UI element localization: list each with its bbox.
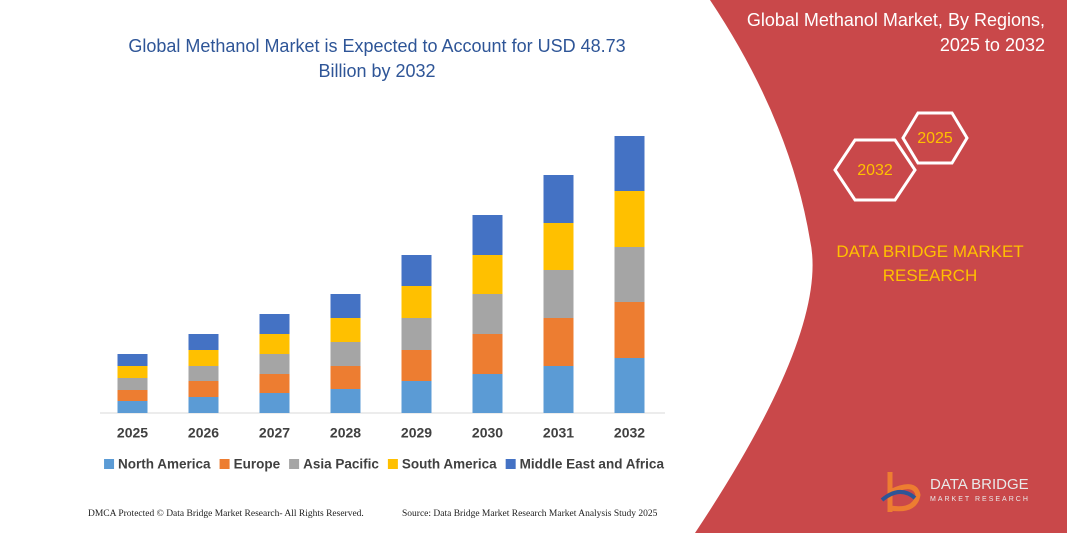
x-tick-label: 2026 <box>188 425 219 441</box>
x-tick-label: 2027 <box>259 425 290 441</box>
bar-segment <box>472 215 503 255</box>
legend-swatch <box>505 459 516 469</box>
bar-segment <box>330 294 361 318</box>
bar-segment <box>330 389 361 413</box>
bar-segment <box>259 314 290 334</box>
bar-segment <box>259 374 290 393</box>
logo-icon <box>887 472 921 512</box>
bar-segment <box>117 366 148 378</box>
bar-segment <box>259 334 290 354</box>
bar-segment <box>543 270 574 318</box>
bar-segment <box>188 334 219 350</box>
bar-segment <box>188 366 219 381</box>
bar-segment <box>401 318 432 350</box>
legend-swatch <box>104 459 115 469</box>
legend-label: Middle East and Africa <box>520 457 665 472</box>
legend-swatch <box>219 459 230 469</box>
hex-label: 2025 <box>917 130 953 147</box>
hexagon <box>833 138 917 202</box>
bar-segment <box>330 318 361 342</box>
bar-segment <box>401 255 432 286</box>
legend-label: South America <box>402 457 497 472</box>
hexagon <box>901 111 969 165</box>
logo-name: DATA BRIDGE <box>930 476 1029 493</box>
plot: 2025 2026 2027 2028 2029 2030 2031 2032 North Am… <box>104 136 664 472</box>
bar-segment <box>614 191 645 247</box>
bar-segment <box>543 318 574 366</box>
side-panel <box>695 0 1067 533</box>
legend: North America Europe Asia Pacific South Ame… <box>104 457 664 472</box>
chart-title: Global Methanol Market is Expected to Ac… <box>128 36 626 81</box>
logo-icon <box>880 490 917 502</box>
bar-segment <box>401 350 432 381</box>
legend-label: Asia Pacific <box>303 457 379 472</box>
bar-segment <box>401 381 432 413</box>
bar-segment <box>117 354 148 366</box>
x-tick-label: 2031 <box>543 425 574 441</box>
bar-segment <box>472 255 503 294</box>
bar-segment <box>117 401 148 413</box>
bar-segment <box>614 358 645 413</box>
bar-segment <box>401 286 432 318</box>
bar-segment <box>472 334 503 374</box>
bar-segment <box>259 393 290 413</box>
brand: DATA BRIDGE MARKET RESEARCH <box>836 242 1024 285</box>
legend-label: North America <box>118 457 211 472</box>
x-tick-label: 2030 <box>472 425 503 441</box>
legend-label: Europe <box>234 457 281 472</box>
bar-segment <box>472 294 503 334</box>
bar-segment <box>543 223 574 270</box>
bar-segment <box>543 366 574 413</box>
logo-tagline: MARKET RESEARCH <box>930 496 1030 503</box>
bar-segment <box>543 175 574 223</box>
panel-title: Global Methanol Market, By Regions, 2025… <box>746 10 1045 55</box>
x-tick-label: 2028 <box>330 425 361 441</box>
bar-segment <box>472 374 503 413</box>
bar-segment <box>188 397 219 413</box>
bar-segment <box>614 247 645 302</box>
footer-source: Source: Data Bridge Market Research Mark… <box>402 509 658 519</box>
bar-segment <box>117 378 148 390</box>
bar-segment <box>117 390 148 401</box>
bar-segment <box>330 366 361 389</box>
hex-label: 2032 <box>857 162 893 179</box>
x-tick-label: 2032 <box>614 425 645 441</box>
bar-segment <box>614 302 645 358</box>
x-tick-label: 2029 <box>401 425 432 441</box>
legend-swatch <box>387 459 398 469</box>
bar-segment <box>188 381 219 397</box>
legend-swatch <box>289 459 300 469</box>
x-tick-label: 2025 <box>117 425 148 441</box>
footer-note: DMCA Protected © Data Bridge Market Rese… <box>88 509 364 519</box>
bar-segment <box>188 350 219 366</box>
bar-segment <box>614 136 645 191</box>
bar-segment <box>330 342 361 366</box>
bar-segment <box>259 354 290 374</box>
